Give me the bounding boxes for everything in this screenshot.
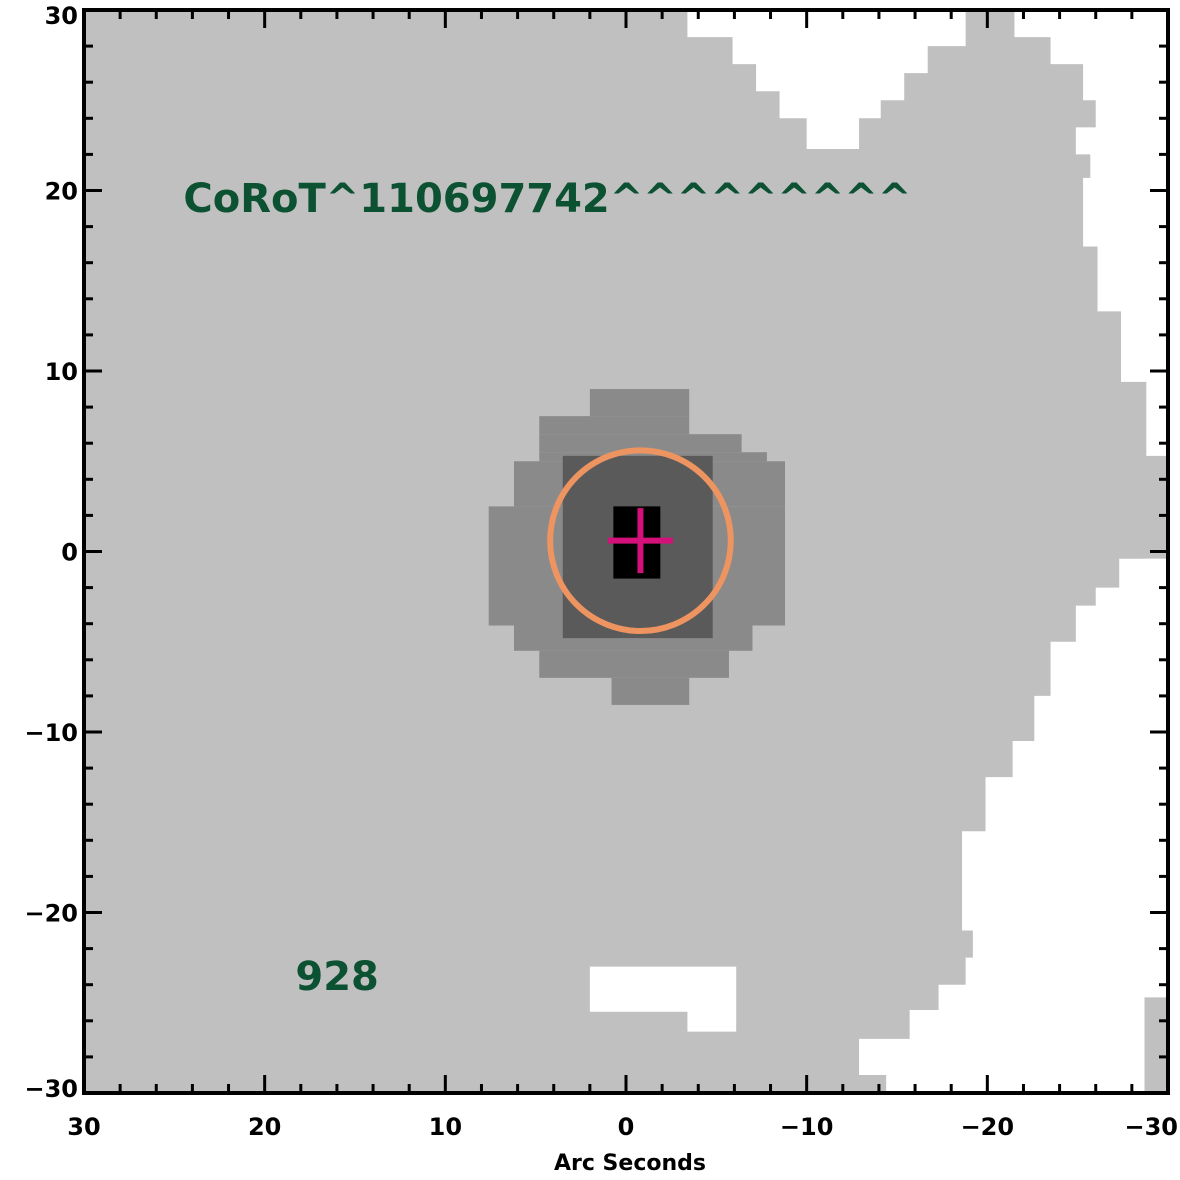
outer-halo-row-0	[589, 389, 690, 417]
x-tick-label: 10	[429, 1113, 462, 1141]
white-region-2	[859, 558, 1168, 1093]
white-region-0	[687, 10, 1168, 456]
aperture-circle	[547, 447, 734, 635]
x-tick-label: 20	[248, 1113, 281, 1141]
x-tick-label: −10	[780, 1113, 834, 1141]
x-axis-label: Arc Seconds	[554, 1151, 706, 1176]
image-layer	[84, 10, 1168, 1093]
y-tick-label: −20	[24, 900, 78, 928]
y-tick-label: 30	[45, 2, 78, 30]
white-region-3	[589, 966, 737, 1032]
x-tick-labels: 30 20 10 0 −10 −20 −30	[67, 1113, 1178, 1141]
y-tick-label: 0	[61, 539, 78, 567]
outer-halo-row-2	[539, 434, 742, 453]
axis-ticks	[82, 8, 1170, 1095]
x-tick-label: −20	[961, 1113, 1015, 1141]
outer-halo-row-7	[539, 650, 729, 678]
x-tick-label: −30	[1124, 1113, 1178, 1141]
outer-halo-row-1	[539, 416, 690, 435]
x-tick-label: 0	[618, 1113, 635, 1141]
gray-patch-0	[1144, 997, 1168, 1043]
x-tick-label: 30	[67, 1113, 100, 1141]
y-tick-label: −10	[24, 719, 78, 747]
overlay-layer	[547, 447, 734, 635]
y-tick-label: 20	[45, 178, 78, 206]
star-number-label: 928	[295, 954, 379, 1000]
y-tick-labels: 30 20 10 0 −10 −20 −30	[24, 2, 78, 1103]
y-tick-label: 10	[45, 358, 78, 386]
y-tick-label: −30	[24, 1075, 78, 1103]
outer-halo-row-8	[611, 677, 690, 705]
star-id-label: CoRoT^110697742^^^^^^^^^	[183, 176, 911, 222]
